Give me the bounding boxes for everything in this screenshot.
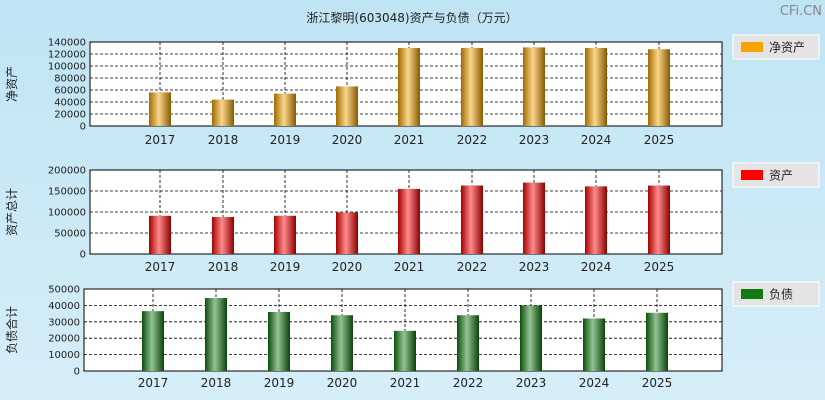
bar-assets-2025	[648, 185, 670, 254]
bar-equity-2017	[149, 92, 171, 126]
bar-liabilities-2023	[520, 305, 542, 371]
y-tick-label: 60000	[54, 86, 86, 97]
watermark: CFi.CN	[780, 4, 822, 19]
y-tick-label: 20000	[54, 110, 86, 121]
x-tick-label: 2020	[327, 376, 358, 390]
bar-liabilities-2018	[205, 298, 227, 371]
bar-assets-2019	[274, 215, 296, 254]
bar-equity-2023	[523, 47, 545, 126]
y-tick-label: 40000	[48, 301, 80, 312]
y-tick-label: 120000	[48, 50, 86, 61]
x-tick-label: 2020	[332, 133, 363, 147]
y-tick-label: 10000	[48, 350, 80, 361]
y-tick-label: 100000	[48, 62, 86, 73]
y-tick-label: 0	[80, 250, 86, 261]
bar-equity-2020	[336, 86, 358, 126]
y-tick-label: 100000	[48, 208, 86, 219]
x-tick-label: 2021	[390, 376, 421, 390]
legend-swatch-liabilities	[741, 289, 763, 299]
x-tick-label: 2023	[519, 133, 550, 147]
bar-equity-2018	[212, 99, 234, 126]
y-tick-label: 0	[80, 122, 86, 133]
legend-box-liabilities	[732, 281, 820, 307]
y-tick-label: 150000	[48, 187, 86, 198]
y-tick-label: 140000	[48, 38, 86, 49]
bar-liabilities-2022	[457, 315, 479, 371]
bar-assets-2024	[585, 186, 607, 254]
bar-assets-2022	[461, 185, 483, 254]
chart-title: 浙江黎明(603048)资产与负债（万元）	[306, 11, 517, 25]
x-tick-label: 2017	[145, 260, 176, 274]
bar-equity-2024	[585, 48, 607, 126]
x-tick-label: 2024	[579, 376, 610, 390]
x-tick-label: 2022	[457, 133, 488, 147]
bar-liabilities-2017	[142, 311, 164, 371]
legend-label-liabilities: 负债	[769, 288, 793, 302]
x-tick-label: 2018	[208, 133, 239, 147]
x-tick-label: 2017	[138, 376, 169, 390]
bar-assets-2021	[398, 188, 420, 254]
y-tick-label: 20000	[48, 334, 80, 345]
x-tick-label: 2019	[264, 376, 295, 390]
x-tick-label: 2018	[201, 376, 232, 390]
y-tick-label: 200000	[48, 166, 86, 177]
x-tick-label: 2025	[644, 260, 675, 274]
y-tick-label: 50000	[48, 285, 80, 296]
x-tick-label: 2025	[642, 376, 673, 390]
x-tick-label: 2022	[457, 260, 488, 274]
bar-assets-2018	[212, 217, 234, 254]
legend-label-assets: 资产	[769, 169, 793, 183]
bar-assets-2017	[149, 215, 171, 254]
x-tick-label: 2018	[208, 260, 239, 274]
x-tick-label: 2020	[332, 260, 363, 274]
y-tick-label: 40000	[54, 98, 86, 109]
bar-assets-2023	[523, 182, 545, 254]
y-tick-label: 80000	[54, 74, 86, 85]
x-tick-label: 2017	[145, 133, 176, 147]
legend-swatch-assets	[741, 170, 763, 180]
panel-assets: 0 50000 100000 150000 200000 2017 2018 2019 2020…	[5, 162, 820, 274]
bar-liabilities-2019	[268, 311, 290, 371]
y-tick-label: 30000	[48, 317, 80, 328]
x-tick-label: 2023	[516, 376, 547, 390]
x-tick-label: 2023	[519, 260, 550, 274]
x-tick-label: 2021	[394, 260, 425, 274]
legend-swatch-equity	[741, 42, 763, 52]
x-tick-label: 2019	[270, 260, 301, 274]
y-axis-title-liabilities: 负债合计	[4, 306, 19, 354]
bar-liabilities-2021	[394, 330, 416, 371]
bar-equity-2022	[461, 48, 483, 126]
bar-equity-2019	[274, 93, 296, 126]
x-tick-label: 2024	[581, 260, 612, 274]
bar-liabilities-2025	[646, 312, 668, 371]
y-tick-label: 50000	[54, 229, 86, 240]
bar-assets-2020	[336, 212, 358, 254]
panel-liabilities: 0 10000 20000 30000 40000 50000 2017 2018 2019 20…	[4, 281, 820, 390]
x-tick-label: 2024	[581, 133, 612, 147]
x-tick-label: 2019	[270, 133, 301, 147]
y-tick-label: 0	[74, 367, 80, 378]
bar-equity-2025	[648, 49, 670, 127]
bar-liabilities-2024	[583, 318, 605, 371]
bar-liabilities-2020	[331, 315, 353, 371]
y-axis-title-assets: 资产总计	[5, 188, 19, 236]
x-tick-label: 2022	[453, 376, 484, 390]
x-tick-label: 2021	[394, 133, 425, 147]
bar-equity-2021	[398, 48, 420, 126]
y-axis-title-equity: 净资产	[5, 66, 19, 102]
legend-label-equity: 净资产	[769, 41, 805, 55]
x-tick-label: 2025	[644, 133, 675, 147]
